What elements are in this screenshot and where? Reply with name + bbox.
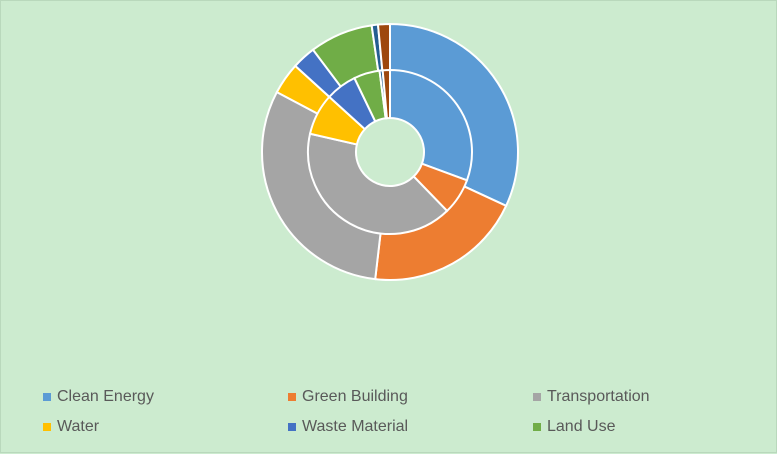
legend-label-transportation: Transportation bbox=[547, 388, 650, 405]
legend-swatch-land-use bbox=[533, 423, 541, 431]
legend-item-clean-energy: Clean Energy bbox=[43, 386, 288, 408]
legend-item-waste-material: Waste Material bbox=[288, 416, 533, 438]
legend-item-water: Water bbox=[43, 416, 288, 438]
legend-item-green-building: Green Building bbox=[288, 386, 533, 408]
inner-slice-clean-energy bbox=[389, 68, 473, 182]
legend-swatch-green-building bbox=[288, 393, 296, 401]
legend-swatch-water bbox=[43, 423, 51, 431]
legend-swatch-transportation bbox=[533, 393, 541, 401]
legend-label-green-building: Green Building bbox=[302, 388, 408, 405]
legend-label-clean-energy: Clean Energy bbox=[57, 388, 154, 405]
legend-label-waste-material: Waste Material bbox=[302, 418, 409, 435]
inner-slice-other-2 bbox=[381, 68, 391, 120]
inner-slice-transportation bbox=[307, 132, 449, 235]
legend-label-land-use: Land Use bbox=[547, 418, 616, 435]
legend-swatch-waste-material bbox=[288, 423, 296, 431]
legend: Clean Energy Green Building Transportati… bbox=[43, 386, 743, 438]
legend-label-water: Water bbox=[57, 418, 100, 435]
legend-swatch-clean-energy bbox=[43, 393, 51, 401]
legend-item-land-use: Land Use bbox=[533, 416, 743, 438]
legend-item-transportation: Transportation bbox=[533, 386, 743, 408]
